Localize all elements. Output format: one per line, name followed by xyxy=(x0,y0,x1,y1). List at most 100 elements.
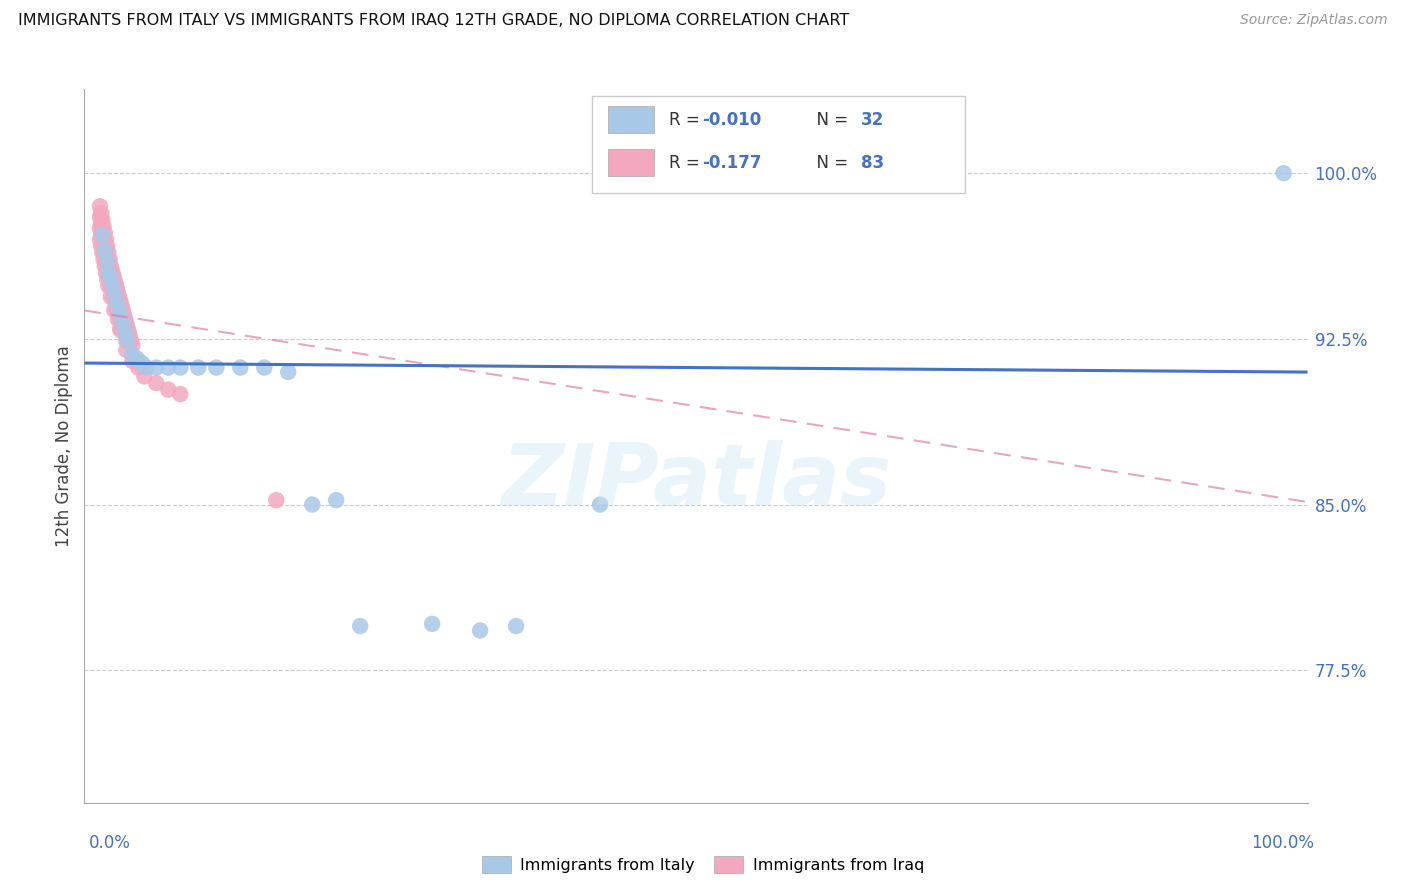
Text: R =: R = xyxy=(669,111,704,128)
Point xyxy=(468,624,491,638)
Point xyxy=(117,320,139,334)
Text: 0.0%: 0.0% xyxy=(89,834,131,852)
Point xyxy=(121,354,143,368)
Point xyxy=(97,257,120,271)
Text: -0.010: -0.010 xyxy=(702,111,761,128)
Point xyxy=(101,263,124,277)
Point xyxy=(127,351,149,366)
Point xyxy=(115,317,138,331)
Point xyxy=(93,248,115,262)
Point xyxy=(100,290,122,304)
Point xyxy=(96,261,118,276)
Point xyxy=(93,236,115,251)
Point xyxy=(108,290,131,304)
Point xyxy=(100,272,122,286)
Point xyxy=(115,343,138,357)
Point xyxy=(94,266,117,280)
Text: Source: ZipAtlas.com: Source: ZipAtlas.com xyxy=(1240,13,1388,28)
Point xyxy=(93,219,115,234)
Point xyxy=(96,254,118,268)
Point xyxy=(101,277,124,291)
Point xyxy=(96,272,118,286)
Point xyxy=(104,294,127,309)
Legend: Immigrants from Italy, Immigrants from Iraq: Immigrants from Italy, Immigrants from I… xyxy=(475,849,931,880)
Point xyxy=(97,245,120,260)
Point xyxy=(111,320,134,334)
Point xyxy=(118,329,141,343)
Point xyxy=(169,360,191,375)
Point xyxy=(93,241,115,255)
Point xyxy=(89,221,111,235)
Point xyxy=(117,334,139,348)
Point xyxy=(97,278,120,293)
Point xyxy=(103,290,125,304)
Point xyxy=(91,245,114,260)
Point xyxy=(111,317,134,331)
Point xyxy=(145,376,167,390)
Point xyxy=(169,387,191,401)
Point xyxy=(505,619,527,633)
Point xyxy=(98,252,121,267)
Text: IMMIGRANTS FROM ITALY VS IMMIGRANTS FROM IRAQ 12TH GRADE, NO DIPLOMA CORRELATION: IMMIGRANTS FROM ITALY VS IMMIGRANTS FROM… xyxy=(18,13,849,29)
FancyBboxPatch shape xyxy=(592,96,965,193)
Point xyxy=(121,347,143,361)
Point xyxy=(111,303,134,318)
Point xyxy=(103,272,125,286)
Point xyxy=(89,211,111,225)
Point xyxy=(93,230,115,244)
Point xyxy=(229,360,252,375)
Point xyxy=(90,206,112,220)
Point xyxy=(187,360,209,375)
FancyBboxPatch shape xyxy=(607,106,654,134)
Point xyxy=(253,360,276,375)
Point xyxy=(1272,166,1295,180)
Point xyxy=(110,294,132,309)
Point xyxy=(145,360,167,375)
Point xyxy=(115,329,138,343)
Point xyxy=(301,498,323,512)
Point xyxy=(104,290,127,304)
Point xyxy=(101,268,124,282)
Point xyxy=(110,323,132,337)
Point xyxy=(277,365,299,379)
Point xyxy=(94,244,117,258)
Point xyxy=(264,493,287,508)
Point xyxy=(107,312,129,326)
Point xyxy=(205,360,228,375)
Point xyxy=(135,360,157,375)
Point xyxy=(90,239,112,253)
FancyBboxPatch shape xyxy=(607,149,654,177)
Text: -0.177: -0.177 xyxy=(702,153,762,171)
Point xyxy=(134,369,156,384)
Point xyxy=(110,320,132,334)
Text: N =: N = xyxy=(806,111,853,128)
Point xyxy=(103,303,125,318)
Point xyxy=(94,254,117,268)
Point xyxy=(96,239,118,253)
Point xyxy=(97,266,120,280)
Point xyxy=(100,270,122,285)
Point xyxy=(101,290,124,304)
Text: N =: N = xyxy=(806,153,853,171)
Y-axis label: 12th Grade, No Diploma: 12th Grade, No Diploma xyxy=(55,345,73,547)
Point xyxy=(131,356,153,370)
Point xyxy=(118,325,141,339)
Point xyxy=(101,283,124,297)
Point xyxy=(114,312,136,326)
Text: 83: 83 xyxy=(860,153,884,171)
Point xyxy=(107,299,129,313)
Point xyxy=(93,259,115,273)
Point xyxy=(349,619,371,633)
Point xyxy=(91,224,114,238)
Text: 100.0%: 100.0% xyxy=(1251,834,1315,852)
Text: R =: R = xyxy=(669,153,710,171)
Text: ZIPatlas: ZIPatlas xyxy=(501,440,891,524)
Point xyxy=(110,308,132,322)
Point xyxy=(96,250,118,264)
Point xyxy=(97,268,120,282)
Point xyxy=(89,232,111,246)
Point xyxy=(100,278,122,293)
Point xyxy=(93,244,115,258)
Point xyxy=(420,616,443,631)
Point xyxy=(90,227,112,242)
